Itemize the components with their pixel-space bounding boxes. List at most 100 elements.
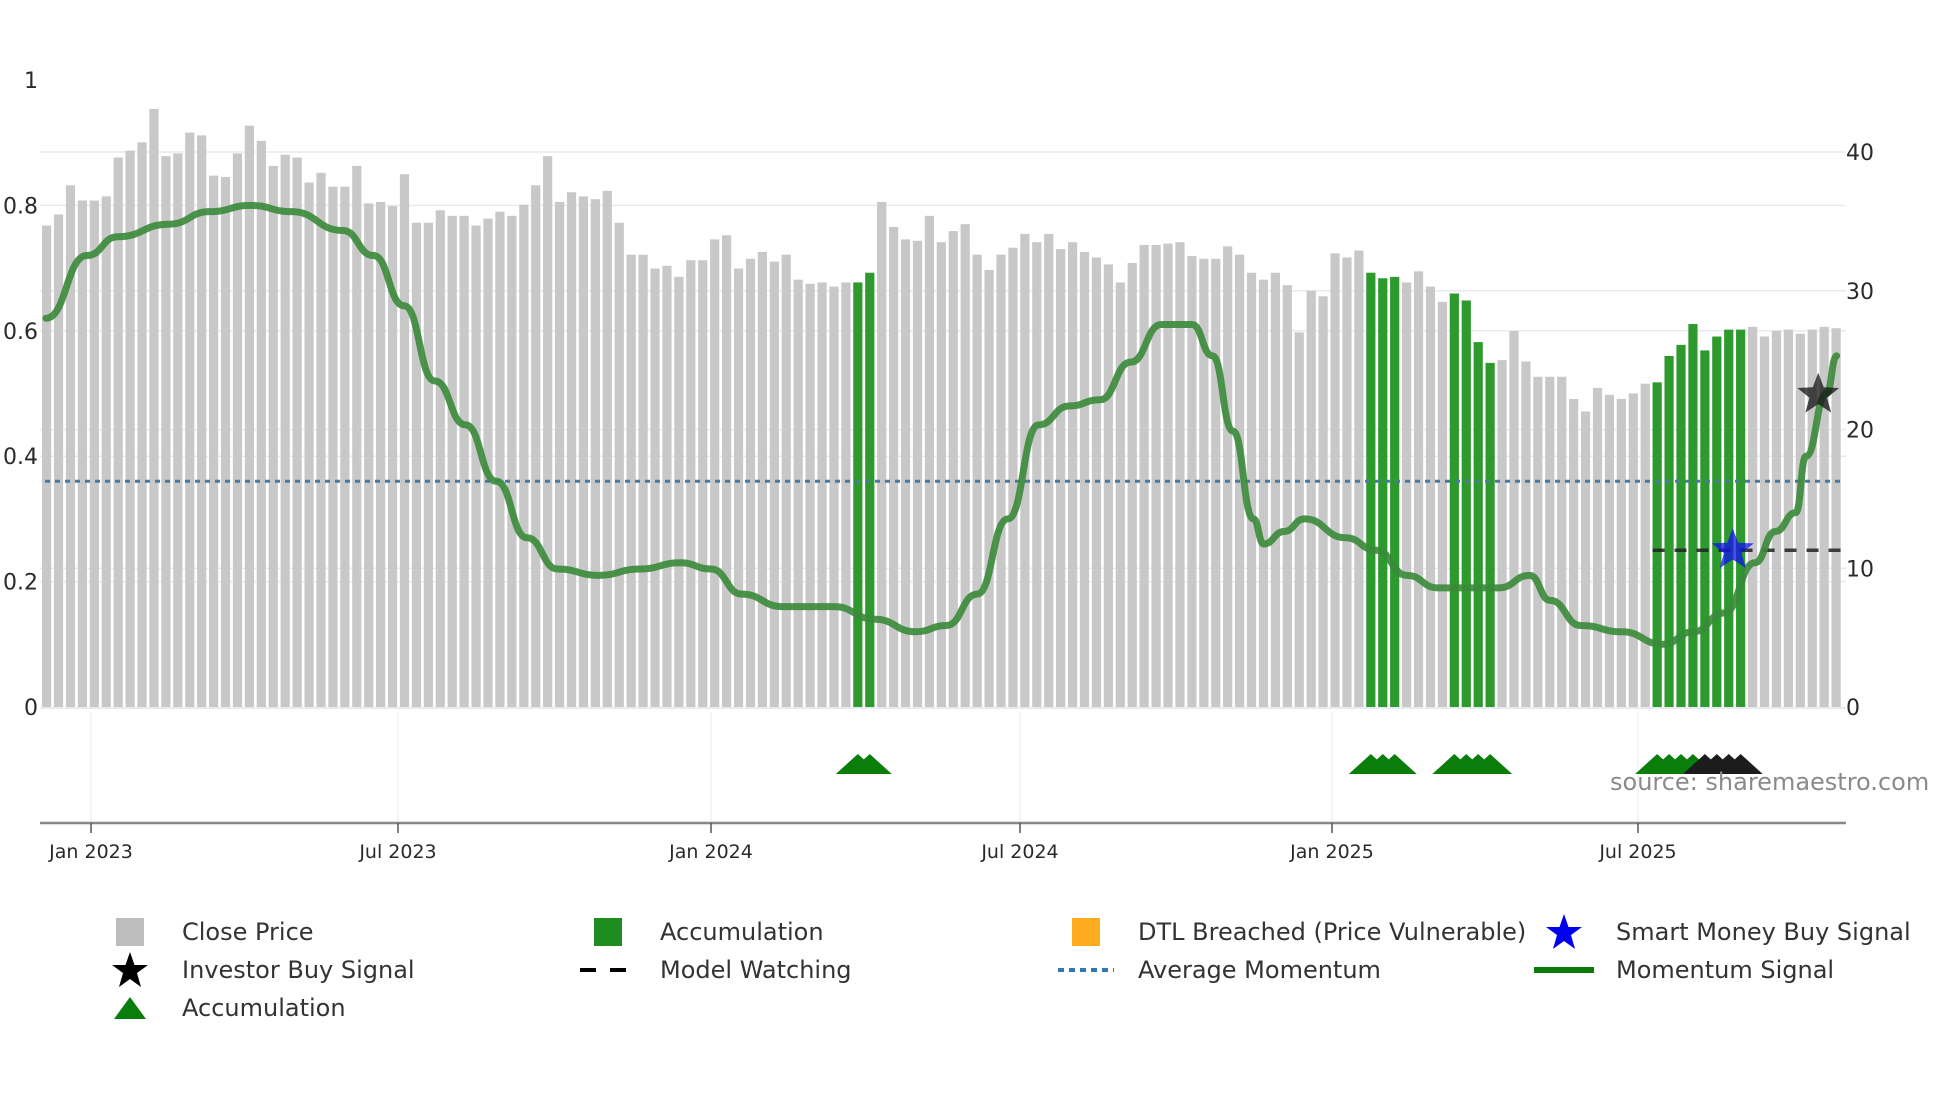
orange-square-icon (1056, 915, 1116, 949)
close-price-bar (77, 200, 87, 707)
svg-text:0: 0 (24, 696, 38, 721)
investor-buy-star-icon (1797, 372, 1840, 413)
close-price-bar (137, 142, 147, 708)
close-price-bar (1175, 242, 1185, 707)
close-price-bar (900, 239, 911, 707)
dashed-line-icon (578, 953, 638, 987)
accumulation-bar (853, 282, 863, 707)
close-price-bar (280, 154, 290, 707)
accumulation-bar (1449, 293, 1459, 707)
svg-text:0: 0 (1846, 696, 1860, 721)
close-price-bar (1628, 393, 1638, 707)
close-price-bar (411, 222, 422, 707)
close-price-bar (1819, 326, 1829, 707)
close-price-bar (1437, 301, 1448, 707)
svg-text:1: 1 (24, 69, 38, 94)
legend-item-dtl-breached: DTL Breached (Price Vulnerable) (1056, 915, 1526, 949)
gray-square-icon (100, 915, 160, 949)
svg-text:Jul 2025: Jul 2025 (1598, 841, 1676, 863)
svg-text:Jan 2024: Jan 2024 (668, 841, 753, 863)
close-price-bar (531, 185, 541, 708)
left-y-axis: 0 0.2 0.4 0.6 0.8 1 (3, 69, 38, 721)
close-price-bar (1580, 411, 1591, 707)
close-price-bar (578, 196, 589, 707)
close-price-bar (805, 283, 815, 707)
close-price-bar (340, 186, 350, 707)
close-price-bar (483, 218, 493, 707)
close-price-bar (1044, 233, 1054, 708)
accumulation-bar (1712, 336, 1722, 707)
right-y-axis: 0 10 20 30 40 (1846, 141, 1874, 721)
close-price-bar (650, 268, 660, 707)
close-price-bar (1223, 246, 1233, 707)
close-price-bar (1270, 272, 1280, 707)
close-price-bar (1151, 244, 1161, 707)
close-price-bar (1056, 249, 1066, 707)
svg-text:0.4: 0.4 (3, 445, 38, 470)
close-price-bar (912, 240, 923, 708)
close-price-bar (1067, 242, 1078, 707)
close-price-bar (566, 192, 577, 708)
legend-label: Model Watching (660, 956, 852, 984)
close-price-bar (1008, 247, 1018, 708)
close-price-bar (125, 150, 135, 708)
close-price-bar (1640, 383, 1650, 707)
svg-text:Jul 2023: Jul 2023 (358, 841, 436, 863)
close-price-bar (1497, 360, 1507, 707)
close-price-bar (65, 185, 76, 708)
close-price-bar (829, 286, 839, 707)
accumulation-bar (1366, 272, 1376, 707)
green-line-icon (1534, 953, 1594, 987)
close-price-bar (1258, 279, 1269, 707)
close-price-bar (686, 260, 696, 707)
close-price-bar (185, 132, 195, 707)
signal-stars (1711, 372, 1840, 568)
close-price-bar (220, 176, 231, 708)
close-price-bar (1759, 336, 1770, 707)
svg-text:20: 20 (1846, 419, 1874, 444)
close-price-bar (1509, 330, 1519, 707)
close-price-bar (1282, 285, 1292, 707)
svg-text:0.6: 0.6 (3, 320, 38, 345)
momentum-signal-line (42, 201, 1841, 648)
close-price-bar (173, 153, 183, 707)
accumulation-bar (1724, 329, 1734, 707)
accumulation-bar (1652, 382, 1662, 707)
close-price-bar (1795, 333, 1805, 707)
accumulation-bar (1473, 342, 1483, 707)
close-price-bar (662, 265, 672, 707)
blue-star-icon (1534, 914, 1594, 949)
close-price-bar (1616, 398, 1626, 707)
close-price-bar (435, 210, 445, 707)
close-price-bar (1318, 296, 1328, 707)
close-price-bar (948, 231, 958, 707)
close-price-bar (769, 261, 779, 707)
close-price-bar (364, 203, 374, 707)
legend-item-investor-buy: Investor Buy Signal (100, 952, 415, 987)
close-price-bar (53, 214, 64, 707)
close-price-bar (1187, 256, 1197, 707)
close-price-bar (471, 225, 481, 707)
close-price-bar (268, 165, 278, 707)
close-price-bar (1115, 282, 1125, 707)
accumulation-bar (865, 272, 875, 707)
close-price-bar (304, 182, 314, 707)
legend-item-smart-money: Smart Money Buy Signal (1534, 914, 1911, 949)
legend-item-momentum-signal: Momentum Signal (1534, 953, 1834, 987)
close-price-bar (387, 206, 398, 708)
accumulation-bar (1378, 278, 1388, 707)
close-price-bar (149, 108, 159, 708)
close-price-bar (292, 157, 302, 708)
dotted-line-icon (1056, 953, 1116, 987)
legend-label: DTL Breached (Price Vulnerable) (1138, 918, 1527, 946)
svg-text:Jan 2023: Jan 2023 (48, 841, 133, 863)
close-price-bar (1557, 376, 1567, 707)
close-price-bar (1139, 244, 1149, 707)
legend-label: Close Price (182, 918, 314, 946)
svg-text:30: 30 (1846, 280, 1874, 305)
accumulation-bar (1688, 324, 1698, 707)
close-price-bar (590, 199, 600, 708)
svg-text:Jul 2024: Jul 2024 (980, 841, 1058, 863)
accumulation-bar (1736, 329, 1746, 707)
close-price-bar (519, 204, 529, 707)
